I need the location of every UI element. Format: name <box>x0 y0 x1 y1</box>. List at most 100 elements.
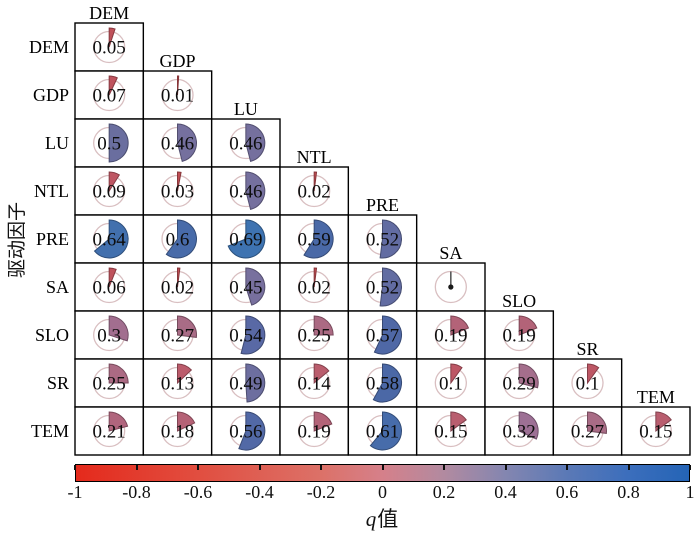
pie-wedge <box>369 411 402 451</box>
column-header-NTL: NTL <box>297 147 332 167</box>
pie-wedge <box>108 123 129 163</box>
colorbar-tick <box>566 465 568 470</box>
pie-wedge <box>587 411 607 434</box>
pie-wedge <box>518 411 539 440</box>
column-header-PRE: PRE <box>366 195 399 215</box>
pie-wedge <box>655 411 672 432</box>
q-value-label: 0.14 <box>298 374 332 395</box>
pie-wedge <box>245 171 266 211</box>
q-value-label: 0.06 <box>93 278 126 299</box>
q-value-label: 0.46 <box>161 134 194 155</box>
q-value-label: 0.54 <box>229 326 263 347</box>
row-label-NTL: NTL <box>34 181 69 201</box>
q-value-label: 0.32 <box>503 422 536 443</box>
pie-wedge <box>108 411 129 432</box>
column-header-LU: LU <box>234 99 258 119</box>
q-value-label: 0.69 <box>229 230 262 251</box>
pie-wedge <box>313 315 334 336</box>
pie-wedge <box>518 363 539 389</box>
column-header-TEM: TEM <box>637 387 675 407</box>
colorbar-tick <box>627 465 630 470</box>
pie-wedge <box>245 363 266 403</box>
colorbar-tick <box>258 465 261 470</box>
pie-wedge <box>450 315 470 336</box>
colorbar-title-text: 值 <box>377 507 399 531</box>
colorbar-tick <box>135 465 138 470</box>
q-value-label: 0.02 <box>161 278 194 299</box>
pie-wedge <box>238 411 266 451</box>
pie-wedge <box>108 75 118 96</box>
row-label-PRE: PRE <box>36 229 69 249</box>
q-value-label: 0.52 <box>366 230 399 251</box>
column-header-SLO: SLO <box>502 291 536 311</box>
pie-wedge <box>373 315 402 355</box>
q-value-label: 0.19 <box>298 422 331 443</box>
column-header-SA: SA <box>439 243 462 263</box>
pie-wedge <box>240 315 266 355</box>
pie-wedge <box>379 219 402 259</box>
colorbar-title-symbol: q <box>365 507 377 531</box>
q-value-label: 0.02 <box>298 278 331 299</box>
colorbar-tick-label: 0.4 <box>494 482 517 502</box>
q-value-label: 0.64 <box>93 230 127 251</box>
colorbar-tick-label: -1 <box>67 482 83 502</box>
q-value-label: 0.49 <box>229 374 262 395</box>
q-value-label: 0.29 <box>503 374 536 395</box>
colorbar-gradient <box>75 464 690 482</box>
colorbar-tick-label: -0.6 <box>183 482 213 502</box>
q-value-label: 0.15 <box>434 422 467 443</box>
q-value-label: 0.1 <box>439 374 463 395</box>
pie-wedge <box>177 75 180 96</box>
pie-wedge <box>379 267 402 307</box>
pie-matrix-plot: DEM GDP LU NTL PRE SA SLO SR TEM DEM GDP LU NTL PRE SA… <box>29 3 691 456</box>
pie-wedge <box>227 219 266 259</box>
pie-wedge <box>245 267 266 306</box>
q-value-label: 0.19 <box>434 326 467 347</box>
q-value-label: 0.52 <box>366 278 399 299</box>
q-value-label: 0.59 <box>298 230 331 251</box>
row-label-SR: SR <box>47 373 69 393</box>
pie-wedge <box>108 171 121 193</box>
colorbar-tick-label: 0.8 <box>617 482 640 502</box>
q-value-label: 0.27 <box>161 326 194 347</box>
q-value-label: 0.25 <box>93 374 126 395</box>
pie-wedge <box>93 219 129 259</box>
pie-wedge <box>177 411 196 432</box>
colorbar-tick-label: 0.2 <box>432 482 456 502</box>
colorbar-tick <box>197 465 199 470</box>
q-value-label: 0.45 <box>229 278 262 299</box>
pie-wedge <box>518 315 538 336</box>
q-value-label: 0.15 <box>639 422 672 443</box>
q-value-label: 0.01 <box>161 86 194 107</box>
zero-needle-hub <box>448 284 454 290</box>
q-value-label: 0.03 <box>161 182 194 203</box>
q-value-label: 0.3 <box>97 326 121 347</box>
pie-wedge <box>177 123 197 163</box>
q-value-label: 0.19 <box>503 326 536 347</box>
colorbar-tick <box>443 465 445 470</box>
q-value-label: 0.46 <box>229 134 262 155</box>
pie-wedge <box>177 363 193 385</box>
row-label-TEM: TEM <box>31 421 69 441</box>
colorbar-tick <box>381 465 384 470</box>
colorbar-tick <box>320 465 322 470</box>
pie-wedge <box>245 123 266 163</box>
pie-wedge <box>177 315 197 338</box>
pie-wedge <box>108 363 129 384</box>
pie-wedge <box>108 27 116 48</box>
q-value-label: 0.57 <box>366 326 399 347</box>
pie-wedge <box>450 363 463 385</box>
q-value-label: 0.1 <box>576 374 600 395</box>
pie-wedge <box>303 219 334 259</box>
pie-wedge <box>313 267 318 288</box>
colorbar-tick-label: -0.4 <box>245 482 274 502</box>
pie-wedge <box>313 363 330 385</box>
pie-wedge <box>372 363 402 403</box>
pie-wedge <box>108 267 117 288</box>
q-value-label: 0.18 <box>161 422 194 443</box>
colorbar-tick-label: -0.2 <box>306 482 336 502</box>
colorbar-tick-label: 0 <box>378 482 387 502</box>
colorbar-title: q值 <box>282 503 482 533</box>
q-value-label: 0.09 <box>93 182 126 203</box>
